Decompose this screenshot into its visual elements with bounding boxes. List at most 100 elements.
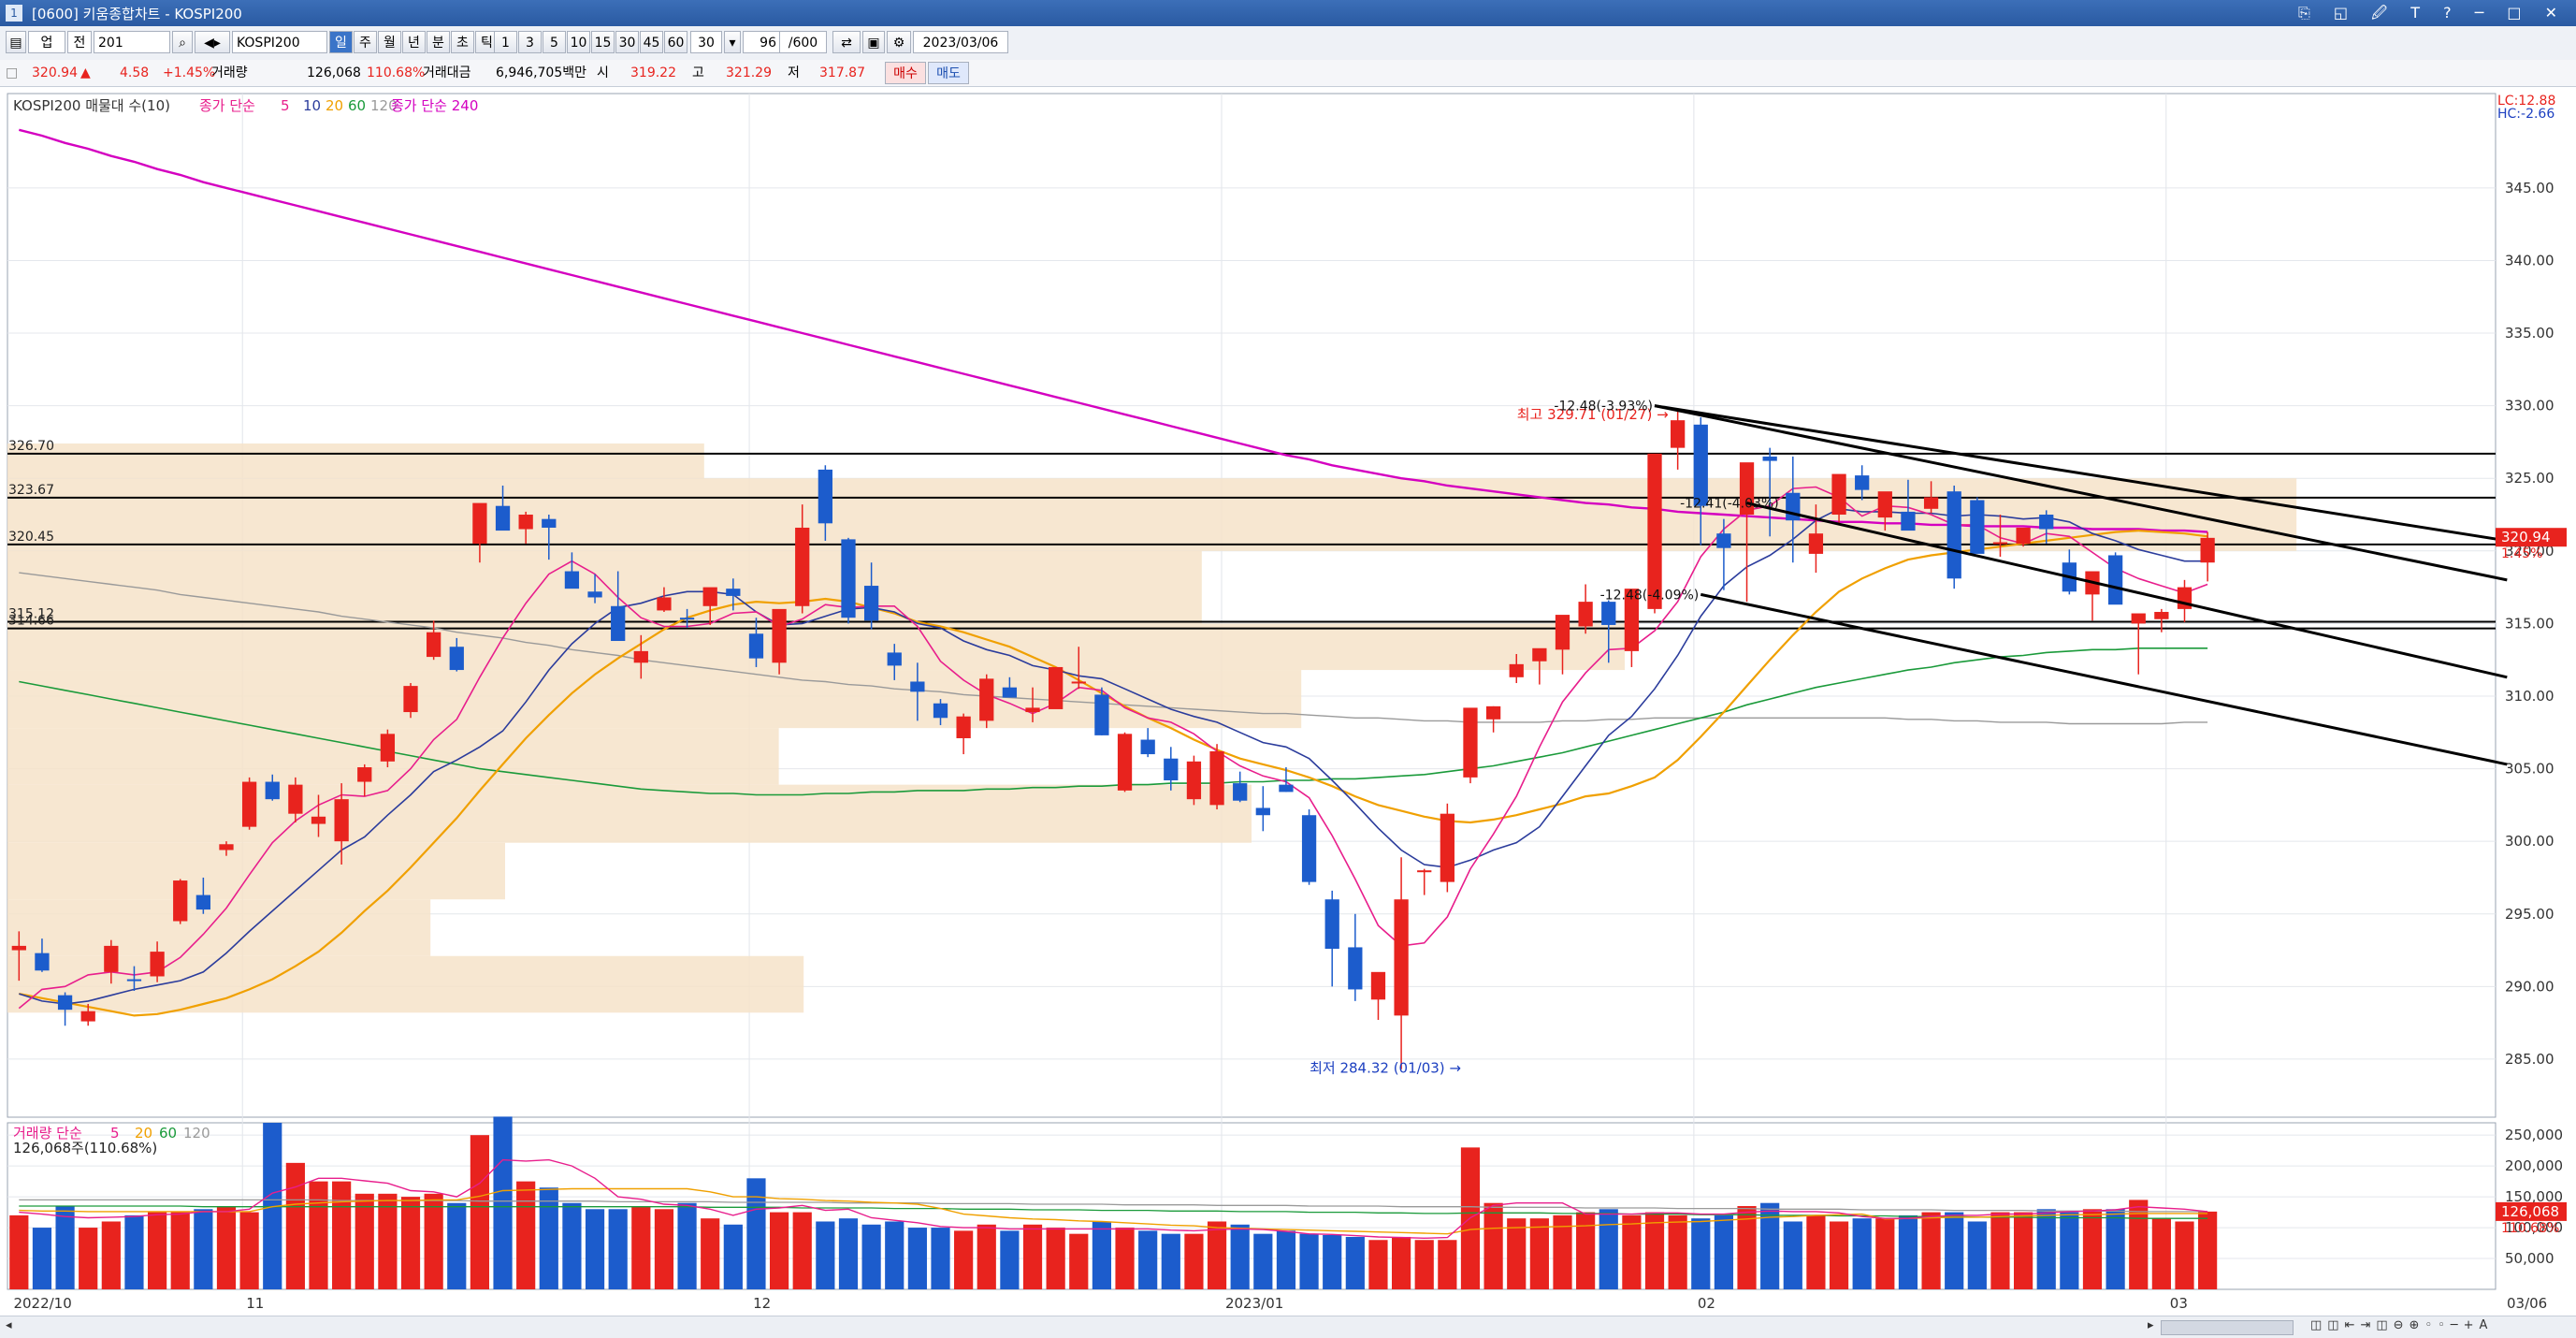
count-input[interactable]: 96 [743,31,780,53]
volume-bar [1599,1209,1618,1289]
volume-bar [516,1181,536,1289]
period-button-5[interactable]: 초 [451,31,474,53]
interval-value[interactable]: 30 [690,31,722,53]
volume-bar [1783,1221,1802,1289]
code-input[interactable]: 201 [94,31,170,53]
support-line-label: 323.67 [8,483,54,498]
period-button-3[interactable]: 년 [402,31,426,53]
volume-legend-period: 60 [159,1125,177,1142]
high-annotation: 최고 329.71 (01/27) → [1517,406,1669,423]
transfer-icon[interactable]: ⇄ [832,31,861,53]
layout-icon[interactable]: ▤ [6,31,26,53]
candle-body [1555,615,1570,650]
volume-panel [7,1122,2496,1290]
volume-bar [424,1193,443,1289]
current-price-value: 320.94 [2501,529,2551,545]
interval-button-6[interactable]: 45 [640,31,663,53]
interval-button-2[interactable]: 5 [543,31,566,53]
interval-button-0[interactable]: 1 [494,31,517,53]
chart-area[interactable]: 2022/10 11 12 2023/01 02 03 03/06 345.00 340.00 3… [0,86,2576,1316]
horizontal-scrollbar[interactable]: ◂ ▸ ◫◫⇤⇥◫⊖⊕◦◦─+A [0,1316,2576,1338]
volume-bar [861,1224,881,1289]
candle-body [35,953,50,971]
high-label: 고 [692,65,704,80]
interval-button-5[interactable]: 30 [615,31,639,53]
ma-legend-period: 60 [348,97,366,114]
candle-body [2039,515,2054,530]
prev-next-icon[interactable]: ◀▸ [195,31,230,53]
bullet-icon: □ [6,65,19,80]
gear-icon[interactable]: ⚙ [887,31,911,53]
price-tick-label: 300.00 [2505,833,2554,850]
interval-button-7[interactable]: 60 [664,31,687,53]
candle-body [1394,899,1409,1016]
scroll-thumb[interactable] [2161,1320,2294,1335]
sell-button[interactable]: 매도 [928,62,969,84]
volume-bar [1875,1218,1895,1289]
volume-bar [2013,1212,2033,1289]
volume-bar [2175,1221,2194,1289]
candle-body [1693,424,1708,506]
volume-bar [931,1228,950,1289]
interval-button-3[interactable]: 10 [567,31,590,53]
volume-bar [816,1221,835,1289]
quote-bar: □ 320.94 ▲ 4.58 +1.45% 거래량 126,068 110.6… [0,60,2576,87]
period-button-1[interactable]: 주 [354,31,377,53]
volume-bar [79,1228,98,1289]
period-select[interactable]: 전 [67,31,92,53]
low-annotation: 최저 284.32 (01/03) → [1310,1059,1461,1076]
scroll-right-icon[interactable]: ▸ [2148,1318,2154,1332]
volume-bar [1115,1228,1135,1289]
volume-bar [1092,1221,1112,1289]
chevron-down-icon[interactable]: ▾ [724,31,741,53]
interval-button-1[interactable]: 3 [518,31,542,53]
up-arrow-icon: ▲ [80,65,91,80]
scroll-left-icon[interactable]: ◂ [6,1318,12,1332]
volume-bar [1069,1233,1089,1289]
volume-tick-label: 100,000 [2505,1219,2563,1236]
support-line-label: 315.12 [8,607,54,622]
mode-select[interactable]: 업 [28,31,65,53]
buy-button[interactable]: 매수 [885,62,926,84]
candle-body [1140,739,1155,755]
save-icon[interactable]: ▣ [862,31,885,53]
candle-body [933,703,948,719]
trend-line [1654,404,2508,582]
candle-body [2200,537,2215,563]
volume-bar [2151,1218,2171,1289]
candle-body [427,632,441,658]
window-controls[interactable]: ⎘ ◱ 🖉 T ? ─ □ ✕ [2298,4,2567,22]
volume-bar [1829,1221,1849,1289]
quote-low: 317.87 [819,65,865,80]
candle-body [11,945,26,951]
volume-bar [1161,1233,1180,1289]
candle-body [1417,870,1432,873]
volume-bar [1000,1230,1020,1289]
interval-button-4[interactable]: 15 [591,31,615,53]
period-button-4[interactable]: 분 [427,31,450,53]
quote-open: 319.22 [630,65,676,80]
period-button-0[interactable]: 일 [329,31,353,53]
volume-bar [1806,1214,1826,1289]
volume-bar [2082,1209,2103,1289]
date-input[interactable]: 2023/03/06 [913,31,1008,53]
x-tick-label: 11 [246,1295,264,1312]
volume-bar [1184,1233,1204,1289]
volume-legend-period: 120 [183,1125,210,1142]
volume-bar [378,1193,398,1289]
period-button-2[interactable]: 월 [378,31,401,53]
volume-bar [355,1193,374,1289]
name-field: KOSPI200 [232,31,327,53]
volume-bar [1553,1214,1572,1289]
volume-bar [2060,1212,2079,1289]
volume-bar [1230,1224,1250,1289]
search-icon[interactable]: ⌕ [172,31,193,53]
title-bar: 1 [0600] 키움종합차트 - KOSPI200 ⎘ ◱ 🖉 T ? ─ □… [0,0,2576,26]
candle-body [1532,647,1547,662]
chart-tools-icons[interactable]: ◫◫⇤⇥◫⊖⊕◦◦─+A [2310,1318,2494,1332]
price-tick-label: 290.00 [2505,978,2554,995]
volume-bar [1852,1218,1872,1289]
ma-legend-period: 20 [326,97,343,114]
candle-body [1233,783,1248,801]
ma120-line [19,572,2208,725]
